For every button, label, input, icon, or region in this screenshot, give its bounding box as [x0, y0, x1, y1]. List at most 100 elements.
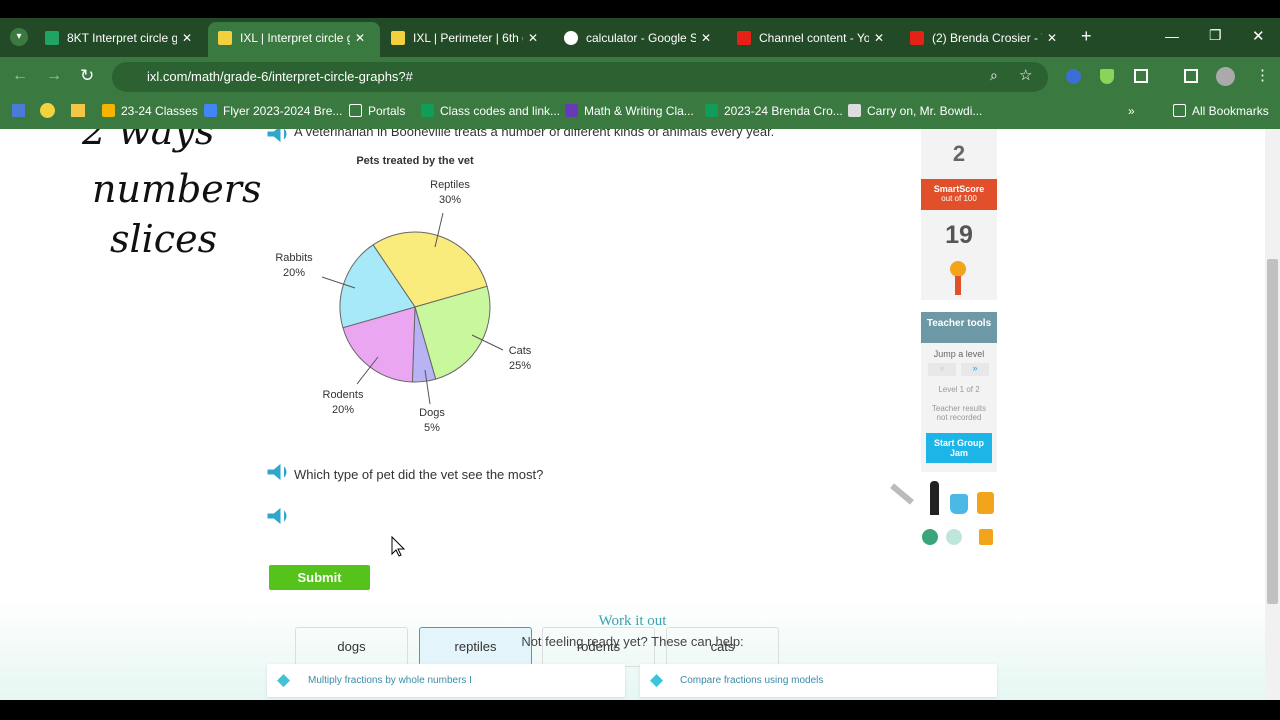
zoom-icon[interactable]: ⌕	[990, 67, 998, 83]
help-title: Work it out	[598, 613, 667, 629]
profile[interactable]	[1216, 67, 1235, 86]
ribbon	[955, 276, 961, 295]
bookmark-icon[interactable]	[40, 103, 55, 118]
bookmark-label: Portals	[368, 104, 406, 118]
speaker-icon[interactable]	[267, 463, 287, 481]
handwriting: slices	[110, 217, 218, 261]
level-up[interactable]: »	[961, 363, 989, 376]
slice-label: Rabbits	[275, 252, 313, 264]
answered-count: 2	[952, 141, 966, 166]
help-subtitle: Not feeling ready yet? These can help:	[521, 634, 744, 649]
bookmark-icon[interactable]	[12, 104, 25, 117]
bookmark[interactable]: All Bookmarks	[1173, 104, 1269, 118]
bookmark-label: Carry on, Mr. Bowdi...	[867, 104, 983, 118]
active-tab-bg	[208, 22, 380, 58]
slice-label: Reptiles	[430, 179, 470, 191]
skill-card[interactable]: ◆ Compare fractions using models	[640, 664, 997, 697]
bookmark[interactable]: Class codes and link...	[421, 104, 560, 118]
highlighter-tool[interactable]	[950, 494, 968, 514]
frame	[0, 0, 1280, 18]
leader-line	[424, 369, 431, 405]
new-tab[interactable]: +	[1081, 26, 1092, 46]
smartscore-sub: out of 100	[941, 194, 977, 203]
level: Level 1 of 2	[938, 385, 980, 394]
tab-title: 8KT Interpret circle g	[67, 31, 177, 45]
forward[interactable]: →	[46, 67, 62, 84]
tab-search[interactable]: ▾	[10, 28, 28, 46]
clear[interactable]	[979, 529, 993, 545]
tab[interactable]: (2) Brenda Crosier - Y ✕	[900, 24, 1065, 52]
level-down[interactable]: «	[928, 363, 956, 376]
bookmark-label: 23-24 Classes	[121, 104, 198, 118]
close[interactable]: ✕	[1252, 28, 1265, 45]
bookmark-label: 2023-24 Brenda Cro...	[724, 104, 843, 118]
question-intro: A veterinarian in Booneville treats a nu…	[294, 129, 775, 139]
slice-label: Dogs	[419, 407, 445, 419]
pen-tool[interactable]	[930, 481, 939, 515]
smartscore-label: SmartScore	[933, 184, 985, 194]
eraser-tool[interactable]	[977, 492, 994, 514]
skill-link[interactable]: Compare fractions using models	[680, 675, 824, 686]
smartscore-header: SmartScore out of 100	[921, 179, 997, 210]
extensions[interactable]	[1134, 69, 1148, 83]
slice-value-label: 30%	[439, 194, 461, 206]
tab[interactable]: calculator - Google S ✕	[554, 24, 719, 52]
skill-card[interactable]: ◆ Multiply fractions by whole numbers I	[267, 664, 625, 697]
redo[interactable]	[946, 529, 962, 545]
more-bookmarks[interactable]: »	[1128, 104, 1135, 118]
bookmark[interactable]: 2023-24 Brenda Cro...	[705, 104, 843, 118]
bookmark[interactable]: Carry on, Mr. Bowdi...	[848, 104, 982, 118]
scrollbar	[1265, 129, 1280, 700]
speaker-icon[interactable]	[267, 129, 287, 143]
bookmark[interactable]: Portals	[349, 104, 405, 118]
frame	[0, 700, 1280, 720]
submit-button[interactable]: Submit	[269, 565, 370, 590]
bookmark-label: Class codes and link...	[440, 104, 561, 118]
choice[interactable]: reptiles	[419, 627, 532, 667]
slice-value-label: 20%	[332, 404, 354, 416]
tab[interactable]: 8KT Interpret circle g ✕	[35, 24, 200, 52]
tab[interactable]: Channel content - Yo ✕	[727, 24, 892, 52]
undo[interactable]	[922, 529, 938, 545]
teacher-tools: Teacher tools	[921, 312, 997, 343]
tab-title: calculator - Google S	[586, 31, 696, 45]
url: ixl.com/math/grade-6/interpret-circle-gr…	[147, 69, 413, 84]
bookmark[interactable]: 23-24 Classes	[102, 104, 198, 118]
menu[interactable]: ⋮	[1255, 67, 1270, 84]
pie-slice	[342, 306, 416, 383]
skill-link[interactable]: Multiply fractions by whole numbers I	[308, 675, 472, 686]
slice-value-label: 20%	[283, 267, 305, 279]
omnibox[interactable]	[112, 62, 1048, 92]
tab-title: Channel content - Yo	[759, 31, 869, 45]
scroll-thumb[interactable]	[1267, 259, 1278, 604]
extension[interactable]	[1066, 69, 1081, 84]
tab[interactable]: IXL | Interpret circle g ✕	[208, 24, 373, 52]
tab[interactable]: IXL | Perimeter | 6th g ✕	[381, 24, 546, 52]
leader-line	[356, 356, 379, 385]
leader-line	[434, 212, 444, 248]
reload[interactable]: ↻	[80, 66, 95, 85]
slice-value-label: 25%	[509, 360, 531, 372]
star[interactable]: ☆	[1019, 67, 1033, 84]
pie-slice	[414, 285, 491, 380]
smartscore: 19	[945, 221, 973, 249]
group-jam-button[interactable]: Start Group Jam	[926, 433, 992, 463]
restore[interactable]: ❐	[1209, 27, 1222, 43]
bookmark-label: All Bookmarks	[1192, 104, 1269, 118]
results-note: Teacher results not recorded	[931, 404, 987, 422]
tab-title: IXL | Perimeter | 6th g	[413, 31, 523, 45]
minimize[interactable]: —	[1165, 28, 1179, 44]
speaker-icon[interactable]	[267, 507, 287, 525]
back[interactable]: ←	[12, 67, 28, 84]
bookmark[interactable]: Flyer 2023-2024 Bre...	[204, 104, 342, 118]
leader-line	[471, 334, 504, 351]
side-panel[interactable]	[1184, 69, 1198, 83]
leader-line	[321, 276, 356, 289]
bookmark[interactable]: Math & Writing Cla...	[565, 104, 694, 118]
slice-label: Rodents	[323, 389, 364, 401]
cursor	[391, 535, 406, 557]
extension[interactable]	[1100, 69, 1114, 84]
bookmark-icon[interactable]	[71, 104, 85, 117]
question-prompt: Which type of pet did the vet see the mo…	[294, 467, 544, 482]
